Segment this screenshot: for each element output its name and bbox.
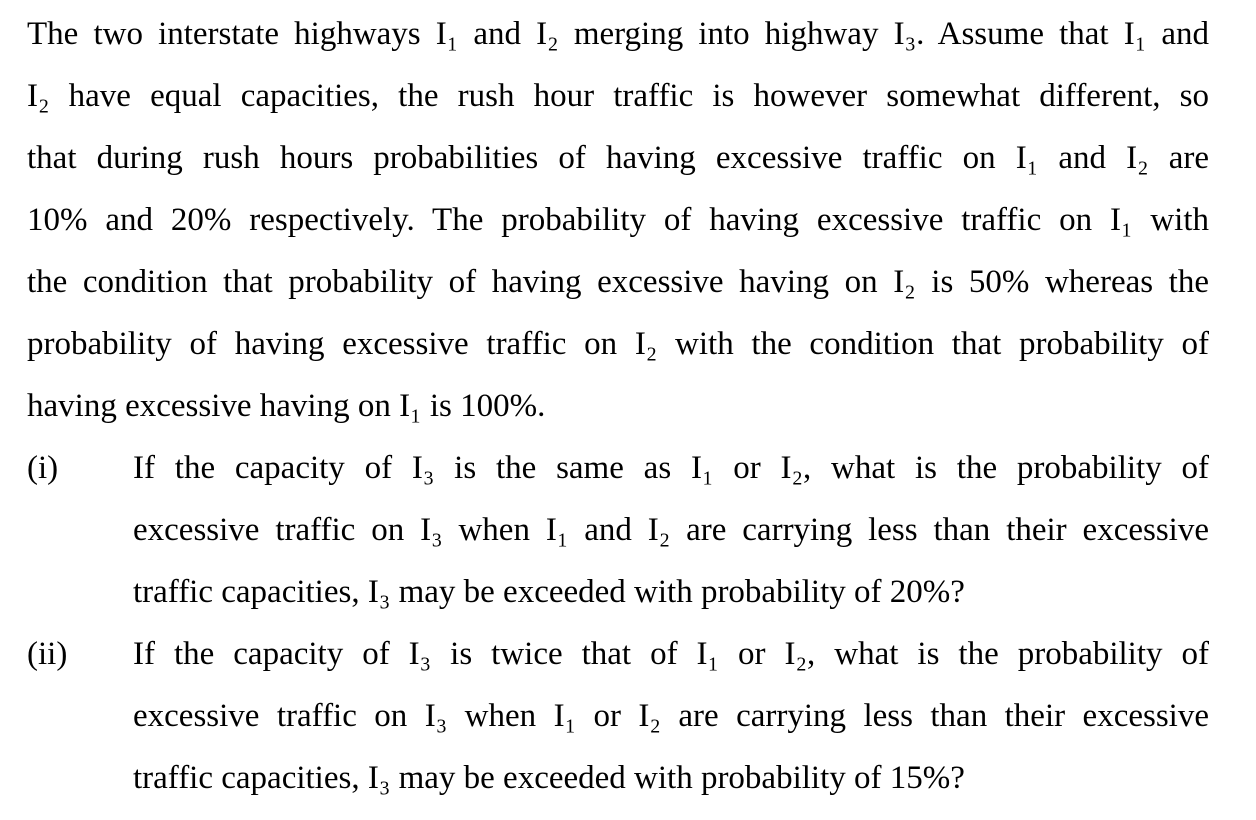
intro-line: 10% and 20% respectively. The probabilit…	[27, 202, 1209, 238]
intro-line: that during rush hours probabilities of …	[27, 140, 1209, 176]
part-ii-line: If the capacity of I₃ is twice that of I…	[133, 636, 1209, 672]
part-i-line: traffic capacities, I₃ may be exceeded w…	[133, 574, 965, 610]
intro-line: probability of having excessive traffic …	[27, 326, 1209, 362]
part-ii-marker: (ii)	[27, 636, 68, 672]
part-ii-line: excessive traffic on I₃ when I₁ or I₂ ar…	[133, 698, 1209, 734]
intro-line: The two interstate highways I₁ and I₂ me…	[27, 16, 1209, 52]
intro-line: I₂ have equal capacities, the rush hour …	[27, 78, 1209, 114]
part-ii-line: traffic capacities, I₃ may be exceeded w…	[133, 760, 965, 796]
part-i-line: If the capacity of I₃ is the same as I₁ …	[133, 450, 1209, 486]
part-i-line: excessive traffic on I₃ when I₁ and I₂ a…	[133, 512, 1209, 548]
part-i-marker: (i)	[27, 450, 59, 486]
intro-line: having excessive having on I₁ is 100%.	[27, 388, 546, 424]
intro-line: the condition that probability of having…	[27, 264, 1209, 300]
